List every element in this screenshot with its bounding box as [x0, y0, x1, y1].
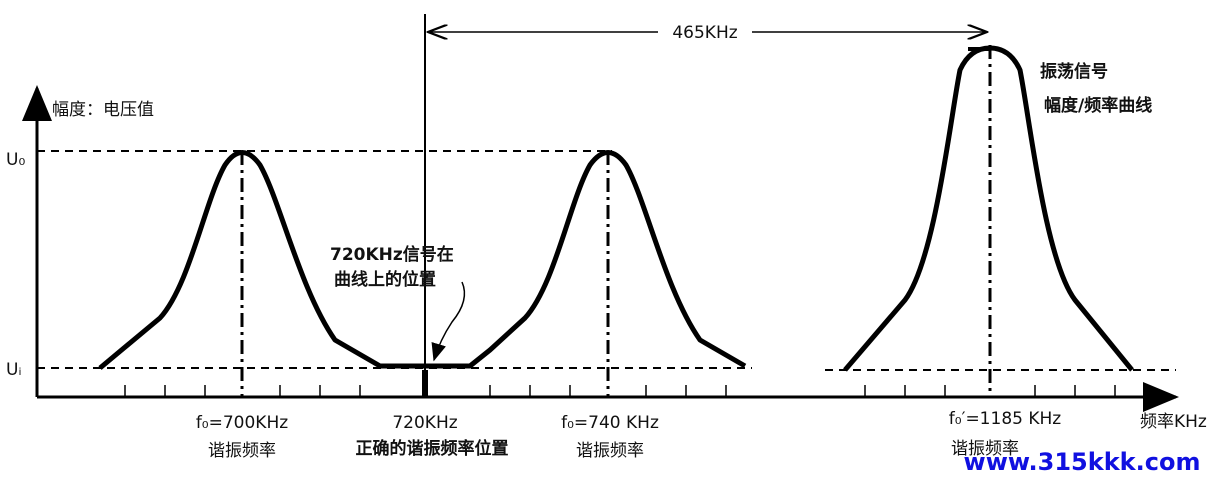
caption: 谐振频率 [951, 439, 1019, 459]
x-axis-label: 频率KHz [1140, 412, 1207, 432]
freq-label: f₀=700KHz [196, 413, 288, 433]
legend-text: 振荡信号 [1040, 61, 1108, 82]
watermark: www.315kkk.com [964, 448, 1201, 476]
x-ticks [124, 385, 1116, 397]
annotation: 曲线上的位置 [334, 269, 436, 290]
y-axis-label: 幅度：电压值 [52, 100, 154, 120]
legend-text: 幅度/频率曲线 [1044, 95, 1152, 116]
freq-label: 720KHz [392, 413, 457, 433]
annotation: 720KHz信号在 [330, 244, 454, 265]
span-label: 465KHz [672, 23, 737, 43]
caption: 谐振频率 [208, 441, 276, 461]
u0-label: U₀ [6, 150, 25, 170]
ui-label: Uᵢ [6, 360, 21, 380]
caption: 正确的谐振频率位置 [356, 438, 509, 459]
pointer-arrow [431, 281, 466, 362]
freq-label: f₀=740 KHz [561, 413, 659, 433]
resonance-curve [98, 150, 747, 370]
freq-label: f₀′=1185 KHz [949, 409, 1062, 429]
caption: 谐振频率 [576, 441, 644, 461]
